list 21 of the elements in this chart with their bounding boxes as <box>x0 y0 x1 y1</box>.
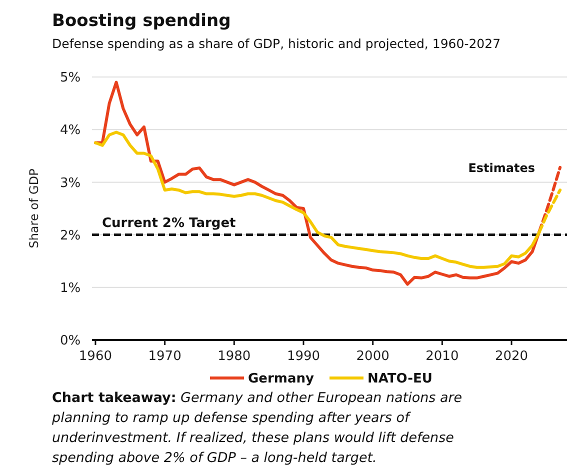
annotation: Estimates <box>468 161 535 175</box>
y-tick-label: 1% <box>60 280 81 296</box>
text: Chart takeaway: Germany and other European nations are planning to ramp up defense spending after years of underinvestment. If realized, these plans would lift defense spending above 2% of GDP – a long-held target. <box>51 390 462 466</box>
x-tick-label: 2010 <box>426 349 459 364</box>
legend-label: NATO-EU <box>368 372 432 387</box>
x-tick-label: 1980 <box>218 349 251 364</box>
ref-line-label: Current 2% Target <box>102 216 236 231</box>
x-tick-label: 1970 <box>148 349 182 364</box>
y-tick-label: 4% <box>60 123 81 138</box>
chart-subtitle: Defense spending as a share of GDP, historic and projected, 1960-2027 <box>52 36 501 51</box>
y-tick-label: 3% <box>60 176 81 191</box>
x-tick-label: 2000 <box>356 349 390 364</box>
x-tick-label: 1990 <box>286 349 320 364</box>
x-tick-label: 1960 <box>78 349 112 364</box>
y-tick-label: 5% <box>60 70 81 86</box>
y-tick-label: 0% <box>60 334 81 349</box>
y-tick-label: 2% <box>60 228 81 244</box>
chart-title: Boosting spending <box>52 11 231 31</box>
x-tick-label: 2020 <box>494 349 528 364</box>
legend-label: Germany <box>248 372 314 387</box>
y-axis-title: Share of GDP <box>27 168 41 248</box>
